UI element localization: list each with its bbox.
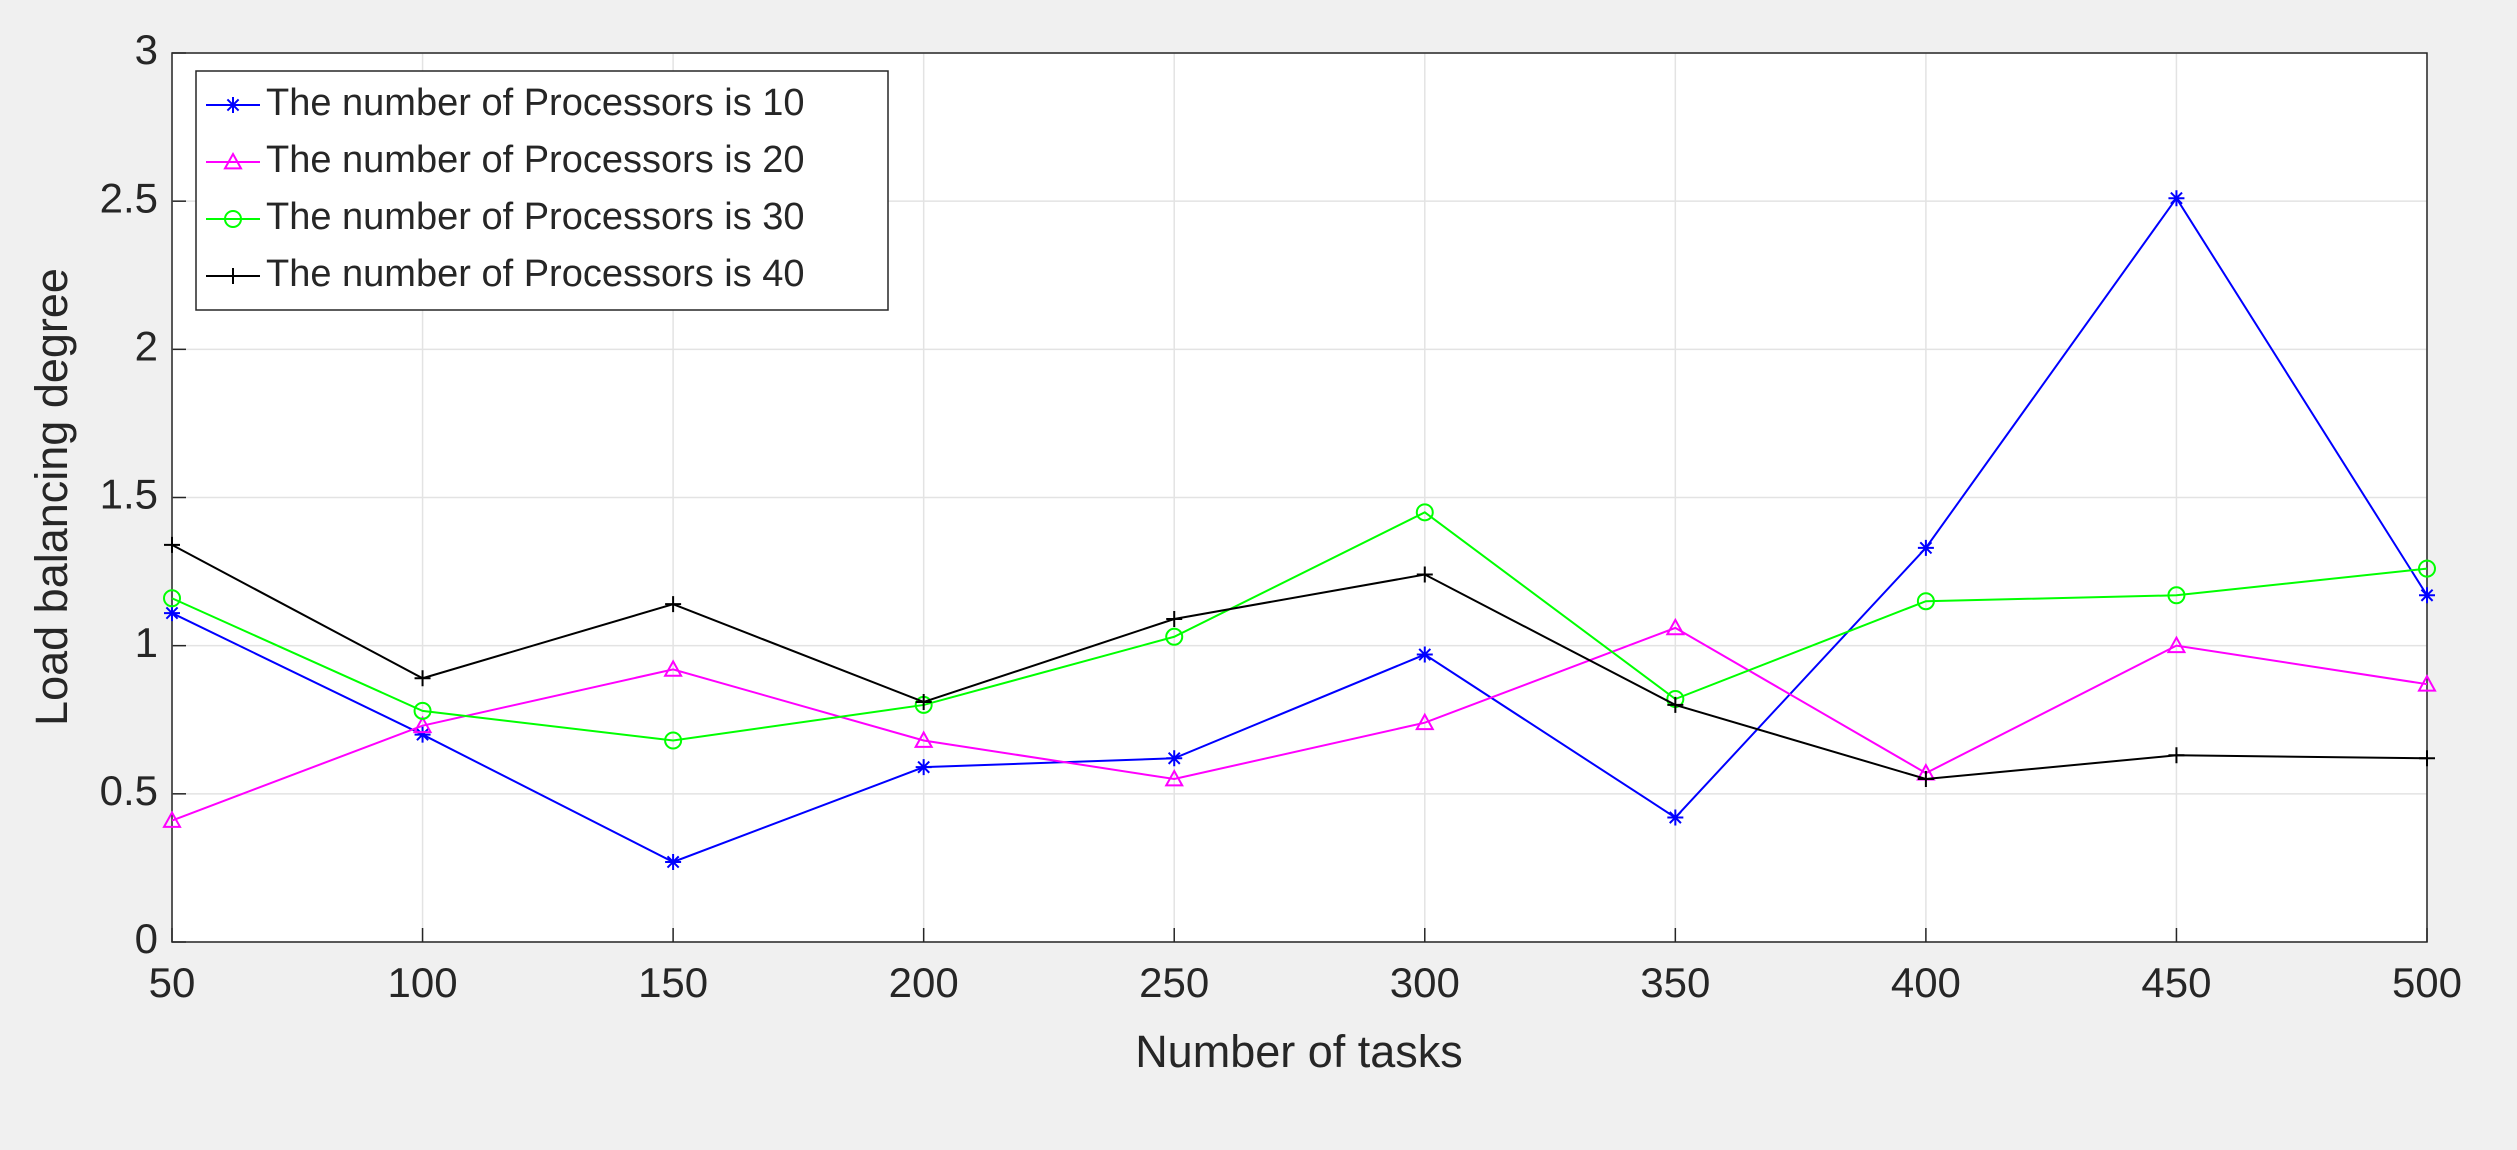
marker: [162, 810, 182, 828]
x-tick-label: 250: [1139, 959, 1209, 1006]
marker: [1416, 646, 1433, 663]
marker: [164, 536, 180, 553]
marker: [1916, 592, 1935, 611]
marker: [414, 670, 431, 687]
x-tick-label: 200: [889, 959, 959, 1006]
marker: [414, 726, 431, 743]
legend-label: The number of Processors is 40: [266, 253, 805, 295]
legend-label: The number of Processors is 20: [266, 139, 805, 181]
x-tick-label: 150: [638, 959, 708, 1006]
legend-label: The number of Processors is 10: [266, 82, 805, 124]
y-tick-label: 0: [135, 915, 158, 962]
marker: [1667, 809, 1684, 826]
marker: [225, 97, 241, 113]
x-tick-label: 500: [2392, 959, 2462, 1006]
marker: [2417, 674, 2437, 692]
marker: [2166, 635, 2187, 654]
y-tick-label: 3: [135, 26, 158, 73]
series-line: [171, 196, 2428, 864]
marker: [412, 715, 433, 734]
legend-box: [195, 70, 889, 311]
marker: [2418, 559, 2436, 578]
marker: [1416, 566, 1433, 583]
y-tick-label: 1.5: [100, 471, 158, 518]
marker: [2168, 747, 2185, 764]
y-axis-label: Load balancing degree: [26, 268, 77, 726]
marker: [913, 730, 934, 748]
marker: [164, 605, 180, 622]
y-tick-label: 0.5: [100, 767, 158, 814]
x-tick-label: 400: [1891, 959, 1961, 1006]
marker: [2168, 190, 2185, 207]
marker: [665, 596, 682, 613]
y-tick-label: 2.5: [100, 174, 158, 221]
series-line: [171, 626, 2428, 822]
marker: [1667, 696, 1684, 713]
x-tick-label: 100: [388, 959, 458, 1006]
marker: [664, 731, 683, 750]
marker: [1166, 610, 1183, 627]
marker: [2419, 750, 2435, 767]
marker: [2419, 587, 2435, 604]
y-tick-label: 1: [135, 619, 158, 666]
marker: [1665, 617, 1686, 636]
marker: [1166, 750, 1183, 767]
x-tick-label: 350: [1640, 959, 1710, 1006]
marker: [915, 693, 932, 710]
marker: [1165, 627, 1184, 646]
x-tick-label: 300: [1390, 959, 1460, 1006]
series-line: [171, 511, 2428, 742]
series-line: [171, 544, 2428, 781]
plot-frame: [171, 52, 2428, 943]
marker: [163, 589, 181, 608]
marker: [223, 151, 243, 170]
x-tick-label: 450: [2141, 959, 2211, 1006]
legend: The number of Processors is 10 The number…: [195, 70, 889, 311]
marker: [1164, 768, 1184, 787]
x-axis-label: Number of tasks: [1135, 1026, 1463, 1077]
marker: [225, 268, 241, 284]
marker: [413, 701, 432, 720]
marker: [1917, 539, 1934, 556]
marker: [1415, 712, 1435, 731]
marker: [1415, 503, 1434, 522]
marker: [2167, 586, 2186, 605]
y-tick-label: 2: [135, 322, 158, 369]
marker: [224, 210, 242, 228]
marker: [915, 759, 932, 776]
marker: [1917, 771, 1934, 788]
marker: [663, 659, 683, 677]
marker: [665, 853, 682, 870]
legend-label: The number of Processors is 30: [266, 196, 805, 238]
x-tick-label: 50: [149, 959, 196, 1006]
